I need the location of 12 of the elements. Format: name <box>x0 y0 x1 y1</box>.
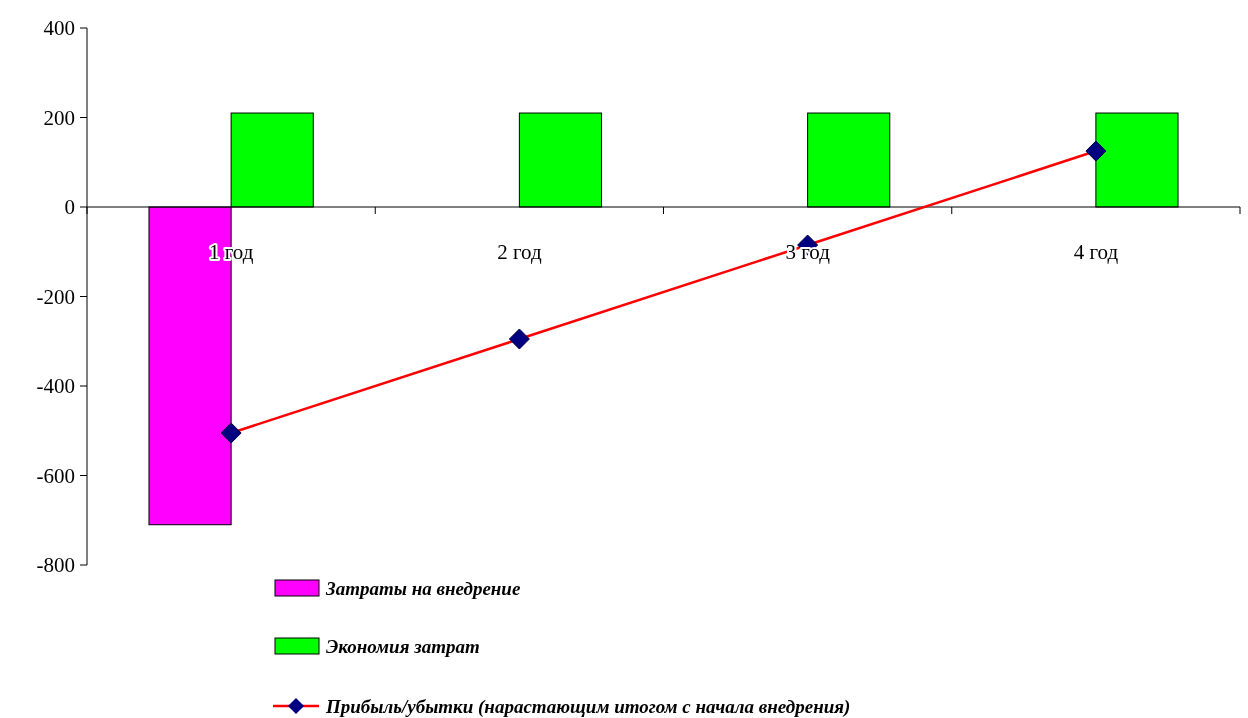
y-tick-label: -400 <box>36 374 75 399</box>
y-tick-label: -600 <box>36 463 75 488</box>
legend-label: Экономия затрат <box>326 635 480 657</box>
y-tick-label: 400 <box>43 16 75 41</box>
y-tick-label: -800 <box>36 553 75 578</box>
y-tick-label: 200 <box>43 105 75 130</box>
x-tick-label: 4 год <box>1073 240 1119 264</box>
x-tick-label: 2 год <box>497 240 542 264</box>
y-tick-label: -200 <box>36 284 75 309</box>
legend-label: Затраты на внедрение <box>325 577 521 599</box>
y-tick-label: 0 <box>64 195 75 220</box>
legend-label: Прибыль/убытки (нарастающим итогом с начала внедрения) <box>325 695 851 718</box>
